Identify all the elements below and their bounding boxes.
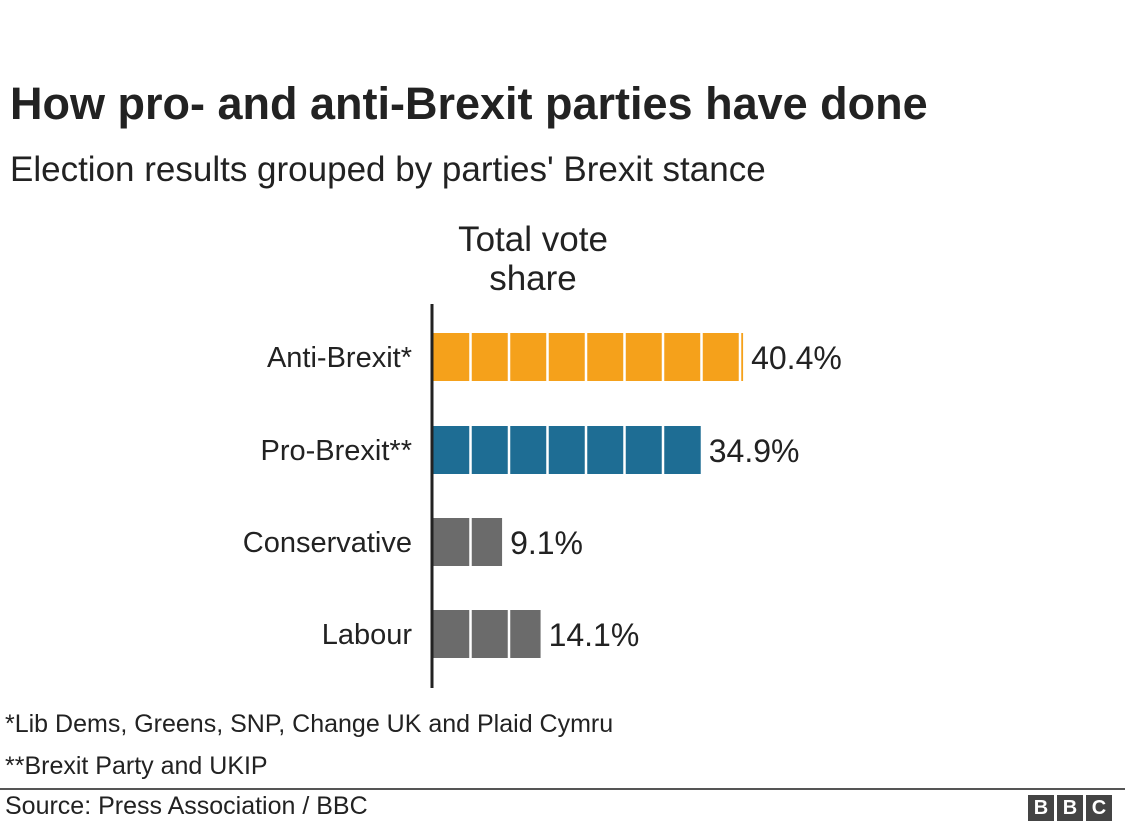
logo-letter: B [1057, 795, 1083, 821]
chart-title: How pro- and anti-Brexit parties have do… [10, 78, 928, 129]
bar-chart: Total vote share Anti-Brexit* 40.4% Pro-Brex… [243, 220, 842, 688]
category-label: Anti-Brexit* [267, 342, 412, 374]
bar [432, 333, 744, 381]
value-label: 9.1% [510, 525, 583, 561]
category-label: Pro-Brexit** [261, 435, 413, 467]
category-label: Labour [322, 619, 413, 651]
logo-letter: C [1086, 795, 1112, 821]
footer-divider [0, 788, 1125, 790]
chart-subtitle: Election results grouped by parties' Bre… [10, 150, 766, 189]
value-label: 14.1% [549, 617, 640, 653]
bar [432, 426, 701, 474]
bbc-logo: B B C [1028, 795, 1112, 821]
bar [432, 518, 503, 566]
footnote-anti-brexit: *Lib Dems, Greens, SNP, Change UK and Pl… [5, 710, 614, 738]
value-label: 40.4% [751, 340, 842, 376]
source-text: Source: Press Association / BBC [5, 792, 368, 820]
value-label: 34.9% [709, 433, 800, 469]
category-label: Conservative [243, 527, 412, 559]
footnote-pro-brexit: **Brexit Party and UKIP [5, 752, 268, 780]
bar [432, 610, 541, 658]
value-axis-title: Total vote share [458, 220, 608, 298]
logo-letter: B [1028, 795, 1054, 821]
